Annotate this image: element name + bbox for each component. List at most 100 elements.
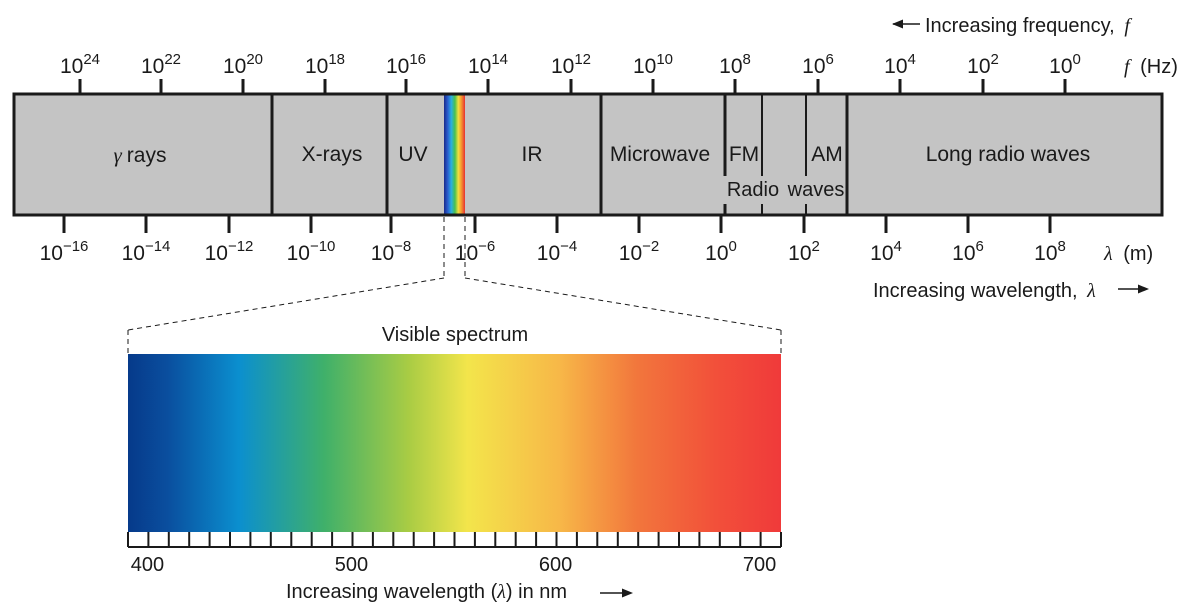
- wavelength-tick-label-3: 10−10: [287, 238, 336, 265]
- wavelength-tick-exp: −12: [228, 238, 253, 255]
- wavelength-tick-label-8: 100: [705, 238, 737, 265]
- wavelength-tick-base: 10: [40, 242, 63, 265]
- band-label-long-radio: Long radio waves: [926, 143, 1091, 166]
- wavelength-tick-base: 10: [287, 242, 310, 265]
- band-label-waves: waves: [787, 179, 845, 201]
- wavelength-tick-base: 10: [455, 242, 478, 265]
- band-label-ir: IR: [522, 143, 543, 166]
- nm-tick-label-400: 400: [131, 554, 164, 576]
- frequency-tick-base: 10: [141, 55, 164, 78]
- wavelength-tick-exp: −16: [63, 238, 88, 255]
- frequency-tick-base: 10: [884, 55, 907, 78]
- wavelength-tick-base: 10: [952, 242, 975, 265]
- frequency-tick-base: 10: [223, 55, 246, 78]
- wavelength-tick-exp: −6: [478, 238, 495, 255]
- wavelength-tick-label-1: 10−14: [122, 238, 171, 265]
- frequency-tick-exp: 0: [1073, 51, 1081, 68]
- frequency-tick-base: 10: [967, 55, 990, 78]
- frequency-arrow-caption: Increasing frequency, f: [892, 15, 1132, 37]
- frequency-tick-label-6: 1012: [551, 51, 591, 78]
- frequency-tick-exp: 22: [164, 51, 181, 68]
- frequency-tick-label-10: 104: [884, 51, 916, 78]
- frequency-tick-label-7: 1010: [633, 51, 673, 78]
- wavelength-unit-label: λ (m): [1103, 243, 1153, 265]
- wavelength-tick-base: 10: [788, 242, 811, 265]
- visible-spectrum-title: Visible spectrum: [382, 324, 528, 346]
- frequency-tick-base: 10: [468, 55, 491, 78]
- wavelength-tick-base: 10: [705, 242, 728, 265]
- wavelength-arrow-label: Increasing wavelength, λ: [873, 280, 1096, 302]
- frequency-tick-label-3: 1018: [305, 51, 345, 78]
- wavelength-tick-label-7: 10−2: [619, 238, 659, 265]
- frequency-tick-label-9: 106: [802, 51, 834, 78]
- wavelength-tick-label-0: 10−16: [40, 238, 89, 265]
- band-label-fm: FM: [729, 143, 759, 166]
- visible-spectrum-bar: [128, 354, 781, 532]
- wavelength-tick-exp: 2: [812, 238, 820, 255]
- frequency-tick-exp: 18: [328, 51, 345, 68]
- nm-ruler: [127, 532, 782, 548]
- wavelength-tick-exp: −8: [394, 238, 411, 255]
- frequency-arrow-head: [892, 19, 903, 29]
- wavelength-arrow-head: [1138, 284, 1149, 294]
- wavelength-tick-label-10: 104: [870, 238, 902, 265]
- wavelength-tick-exp: −14: [145, 238, 170, 255]
- frequency-tick-base: 10: [1049, 55, 1072, 78]
- zoom-connector: [127, 217, 782, 353]
- band-label-xrays: X-rays: [302, 143, 363, 166]
- frequency-tick-base: 10: [60, 55, 83, 78]
- frequency-tick-label-0: 1024: [60, 51, 100, 78]
- wavelength-tick-label-12: 108: [1034, 238, 1066, 265]
- frequency-tick-exp: 16: [409, 51, 426, 68]
- frequency-tick-base: 10: [386, 55, 409, 78]
- wavelength-tick-exp: 0: [729, 238, 737, 255]
- wavelength-tick-exp: 4: [894, 238, 902, 255]
- frequency-tick-exp: 20: [246, 51, 263, 68]
- band-label-microwave: Microwave: [610, 143, 710, 166]
- wavelength-arrow-caption: Increasing wavelength, λ: [873, 280, 1149, 302]
- frequency-tick-base: 10: [305, 55, 328, 78]
- frequency-tick-label-1: 1022: [141, 51, 181, 78]
- wavelength-tick-exp: −10: [310, 238, 335, 255]
- wavelength-tick-base: 10: [537, 242, 560, 265]
- frequency-tick-label-8: 108: [719, 51, 751, 78]
- visible-rainbow-strip: [444, 94, 465, 215]
- frequency-tick-label-5: 1014: [468, 51, 508, 78]
- wavelength-tick-base: 10: [205, 242, 228, 265]
- frequency-tick-exp: 24: [83, 51, 100, 68]
- wavelength-tick-label-4: 10−8: [371, 238, 411, 265]
- zoom-diag-left: [127, 277, 445, 331]
- band-label-uv: UV: [398, 143, 427, 166]
- nm-tick-label-600: 600: [539, 554, 572, 576]
- frequency-tick-label-12: 100: [1049, 51, 1081, 78]
- frequency-tick-exp: 8: [743, 51, 751, 68]
- nm-tick-label-500: 500: [335, 554, 368, 576]
- frequency-tick-exp: 4: [908, 51, 916, 68]
- band-label-radio: Radio: [727, 179, 779, 201]
- frequency-tick-exp: 6: [826, 51, 834, 68]
- nm-tick-labels: 400 500 600 700: [131, 554, 777, 576]
- frequency-tick-base: 10: [719, 55, 742, 78]
- nm-tick-label-700: 700: [743, 554, 776, 576]
- wavelength-tick-label-11: 106: [952, 238, 984, 265]
- frequency-tick-exp: 2: [991, 51, 999, 68]
- frequency-tick-exp: 12: [574, 51, 591, 68]
- frequency-tick-base: 10: [802, 55, 825, 78]
- frequency-tick-exp: 14: [491, 51, 508, 68]
- frequency-tick-label-4: 1016: [386, 51, 426, 78]
- wavelength-tick-label-2: 10−12: [205, 238, 254, 265]
- wavelength-tick-base: 10: [870, 242, 893, 265]
- frequency-tick-label-11: 102: [967, 51, 999, 78]
- frequency-tick-labels: 1024 1022 1020 1018 1016 1014 1012 1010 108 106 10…: [60, 51, 1081, 78]
- frequency-tick-base: 10: [633, 55, 656, 78]
- wavelength-tick-marks: [62, 215, 1052, 233]
- radio-label-backing: [723, 176, 845, 204]
- wavelength-tick-label-6: 10−4: [537, 238, 577, 265]
- zoom-diag-right: [464, 277, 782, 331]
- wavelength-tick-base: 10: [619, 242, 642, 265]
- visible-caption: Increasing wavelength (λ) in nm: [286, 581, 567, 603]
- frequency-unit-label: f (Hz): [1124, 56, 1178, 78]
- frequency-tick-marks: [78, 79, 1067, 94]
- spectrum-band-bar: [12, 92, 1164, 217]
